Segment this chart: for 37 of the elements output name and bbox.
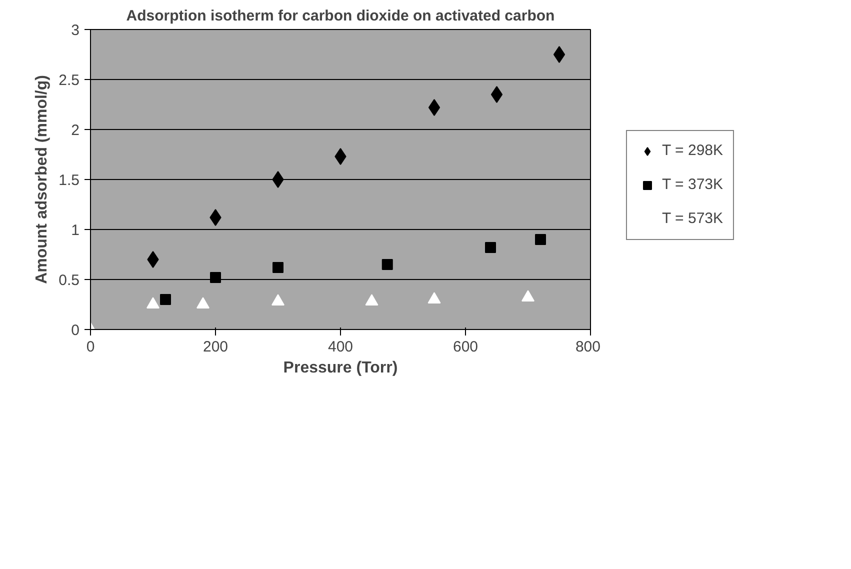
- legend-label: T = 298K: [662, 142, 724, 159]
- x-tick-label: 800: [575, 338, 601, 356]
- y-tick-label: 0: [71, 322, 80, 339]
- chart-title: Adsorption isotherm for carbon dioxide on activated carbon: [126, 8, 555, 24]
- point: [382, 259, 393, 270]
- point: [146, 297, 160, 308]
- y-tick-label: 1.5: [58, 172, 80, 189]
- text: T = 573K: [662, 210, 724, 227]
- point: [210, 272, 221, 283]
- point: [428, 292, 441, 304]
- point: [490, 86, 503, 103]
- x-tick-label: 400: [328, 338, 354, 356]
- point: [272, 171, 284, 188]
- point: [160, 294, 171, 305]
- y-tick-label: 0.5: [58, 272, 80, 289]
- y-tick-label: 2: [71, 122, 80, 139]
- point: [147, 251, 159, 268]
- point: [334, 148, 346, 165]
- x-tick-label: 200: [202, 338, 228, 356]
- point: [272, 294, 284, 306]
- y-tick-label: 1: [71, 222, 80, 239]
- x-tick-label: 600: [452, 338, 478, 356]
- point: [428, 99, 440, 116]
- point: [522, 290, 534, 302]
- point: [196, 297, 210, 308]
- y-tick-label: 2.5: [58, 72, 80, 89]
- point: [553, 46, 566, 63]
- x-axis-title: Pressure (Torr): [283, 360, 398, 376]
- y-tick-label: 3: [71, 22, 80, 39]
- point: [365, 294, 378, 306]
- legend-label: T = 373K: [662, 176, 724, 193]
- point: [485, 242, 496, 253]
- point: [272, 262, 284, 273]
- y-axis-title: Amount adsorbed (mmol/g): [34, 75, 51, 284]
- point: [535, 234, 546, 245]
- x-tick-label: 0: [86, 338, 95, 356]
- point: [210, 209, 222, 226]
